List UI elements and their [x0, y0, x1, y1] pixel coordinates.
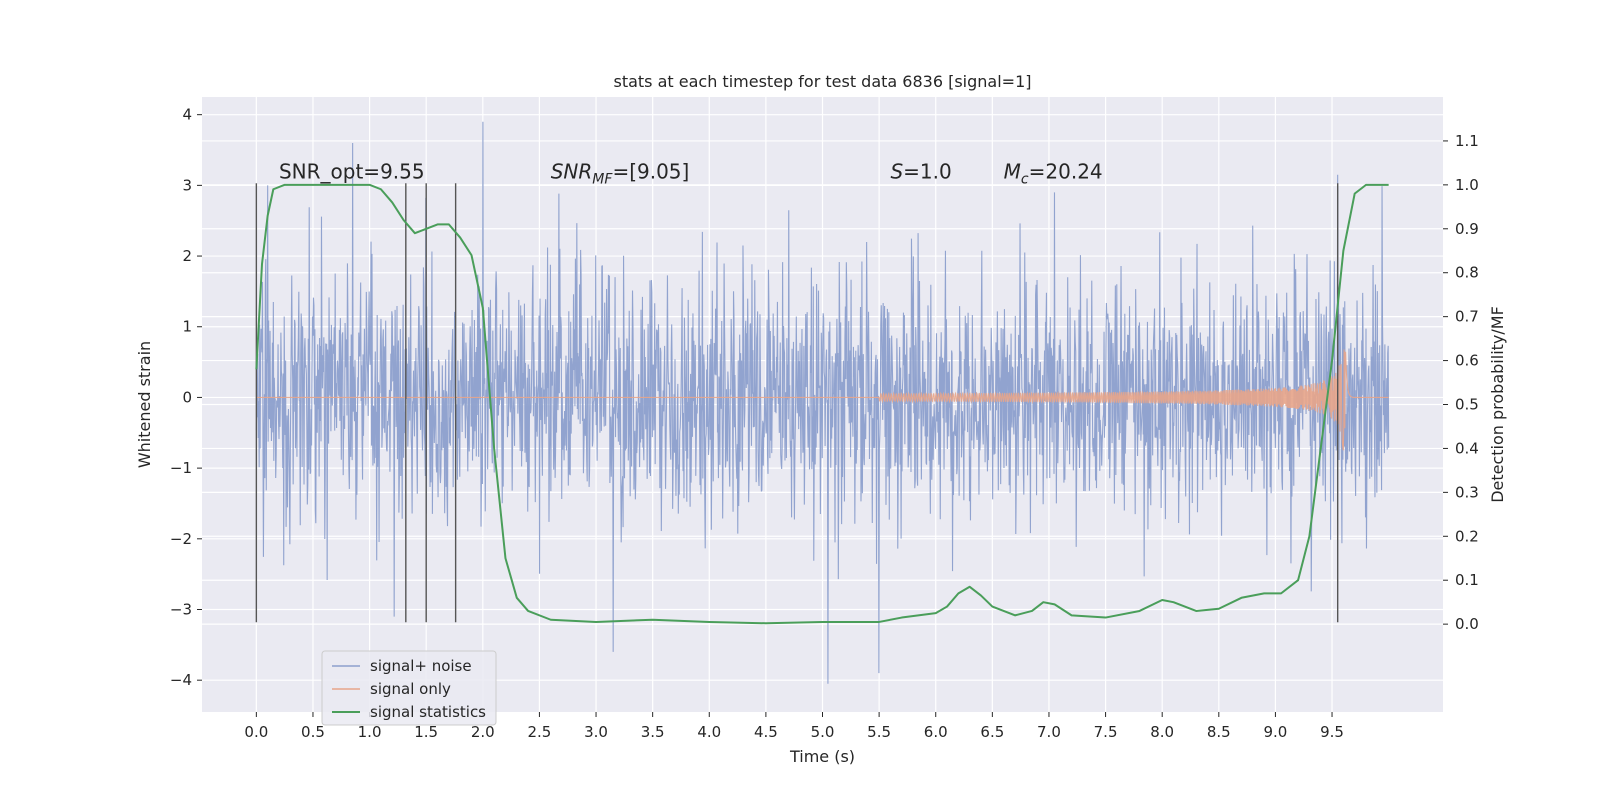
- chart-title: stats at each timestep for test data 683…: [613, 72, 1031, 91]
- annotation: Mc=20.24: [1004, 159, 1103, 187]
- y-right-tick-label: 0.2: [1455, 527, 1479, 545]
- legend-label: signal only: [370, 680, 451, 698]
- y-right-tick-label: 0.3: [1455, 483, 1479, 501]
- y-right-tick-label: 0.4: [1455, 439, 1479, 457]
- x-axis-label: Time (s): [789, 747, 855, 766]
- series-signal-statistics: [255, 183, 1389, 625]
- x-tick-label: 8.5: [1207, 723, 1231, 741]
- x-tick-label: 4.5: [754, 723, 778, 741]
- legend-label: signal+ noise: [370, 657, 472, 675]
- x-tick-label: 1.0: [358, 723, 382, 741]
- legend: signal+ noise signal only signal statistic…: [321, 650, 497, 726]
- y-axis-label-right: Detection probability/MF: [1488, 306, 1507, 503]
- x-tick-label: 7.0: [1037, 723, 1061, 741]
- y-tick-label: −1: [170, 459, 192, 477]
- x-tick-label: 1.5: [414, 723, 438, 741]
- x-tick-label: 2.5: [527, 723, 551, 741]
- x-tick-label: 9.5: [1320, 723, 1344, 741]
- x-tick-label: 3.0: [584, 723, 608, 741]
- y-tick-label: 3: [182, 176, 192, 194]
- annotation: SNRMF=[9.05]: [551, 159, 690, 187]
- x-tick-label: 2.0: [471, 723, 495, 741]
- x-tick-label: 5.0: [811, 723, 835, 741]
- x-tick-label: 6.5: [980, 723, 1004, 741]
- annotation: SNR_opt=9.55: [279, 159, 425, 183]
- y-axis-right: 1.1 1.0 0.9 0.8 0.7 0.6 0.5 0.4 0.3 0.2 0.1 0.0 Dete…: [1443, 132, 1507, 633]
- x-tick-label: 8.0: [1150, 723, 1174, 741]
- y-tick-label: 0: [182, 388, 192, 406]
- y-tick-label: 2: [182, 247, 192, 265]
- series-signal-only: [256, 349, 1389, 451]
- x-tick-label: 0.5: [301, 723, 325, 741]
- x-tick-label: 3.5: [641, 723, 665, 741]
- x-tick-label: 9.0: [1263, 723, 1287, 741]
- y-right-tick-label: 1.0: [1455, 176, 1479, 194]
- x-tick-label: 5.5: [867, 723, 891, 741]
- annotation: S=1.0: [890, 159, 951, 183]
- legend-box: [321, 650, 497, 726]
- y-axis-label: Whitened strain: [135, 341, 154, 468]
- series-signal-noise: [255, 121, 1390, 684]
- x-tick-label: 0.0: [244, 723, 268, 741]
- x-tick-label: 4.0: [697, 723, 721, 741]
- y-axis-left: 4 3 2 1 0 −1 −2 −3 −4 Whitened strain: [135, 106, 202, 689]
- y-tick-label: −4: [170, 671, 192, 689]
- y-right-tick-label: 0.8: [1455, 264, 1479, 282]
- y-right-tick-label: 0.1: [1455, 571, 1479, 589]
- y-tick-label: 4: [182, 106, 192, 124]
- y-tick-label: −3: [170, 601, 192, 619]
- x-tick-label: 6.0: [924, 723, 948, 741]
- x-tick-label: 7.5: [1094, 723, 1118, 741]
- y-right-tick-label: 0.5: [1455, 396, 1479, 414]
- y-tick-label: −2: [170, 530, 192, 548]
- y-right-tick-label: 0.6: [1455, 352, 1479, 370]
- y-right-tick-label: 0.7: [1455, 308, 1479, 326]
- y-right-tick-label: 0.0: [1455, 615, 1479, 633]
- legend-label: signal statistics: [370, 703, 486, 721]
- y-right-tick-label: 0.9: [1455, 220, 1479, 238]
- y-tick-label: 1: [182, 318, 192, 336]
- y-right-tick-label: 1.1: [1455, 132, 1479, 150]
- x-axis: 0.0 0.5 1.0 1.5 2.0 2.5 3.0 3.5 4.0 4.5 5.0 5.5 6.0 6…: [244, 712, 1344, 766]
